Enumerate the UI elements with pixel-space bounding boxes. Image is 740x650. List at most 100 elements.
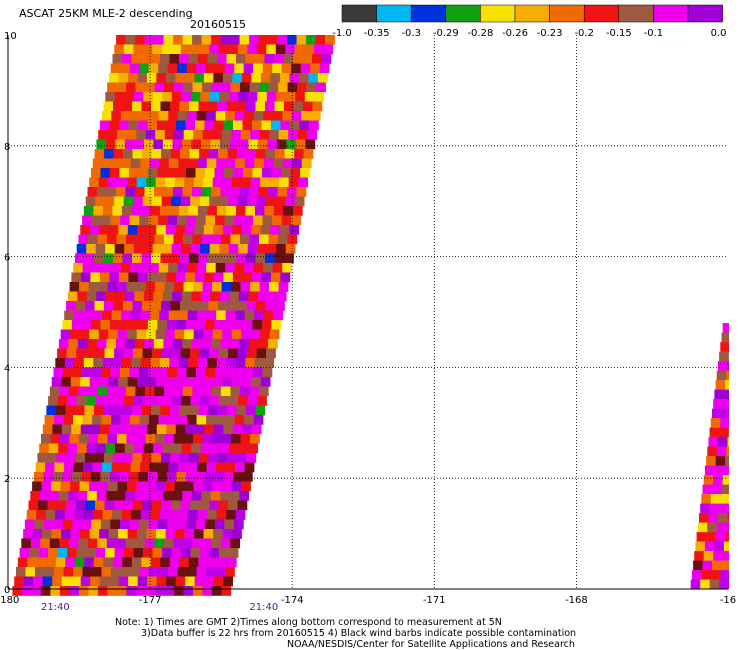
data-cell bbox=[233, 168, 244, 178]
data-cell bbox=[62, 472, 73, 482]
data-cell bbox=[129, 519, 140, 530]
data-cell bbox=[274, 54, 284, 64]
data-cell bbox=[195, 320, 206, 330]
data-cell bbox=[140, 206, 151, 216]
data-cell bbox=[194, 225, 205, 235]
data-cell bbox=[122, 557, 133, 568]
data-cell bbox=[141, 557, 152, 568]
data-cell bbox=[28, 500, 39, 511]
data-cell bbox=[161, 196, 172, 207]
data-cell bbox=[217, 253, 228, 264]
data-cell bbox=[184, 73, 195, 83]
data-cell bbox=[114, 196, 124, 207]
data-cell bbox=[721, 484, 732, 495]
data-cell bbox=[147, 576, 157, 587]
data-cell bbox=[261, 120, 272, 131]
data-cell bbox=[242, 120, 253, 131]
data-cell bbox=[175, 272, 186, 283]
data-cell bbox=[134, 491, 145, 501]
data-cell bbox=[110, 367, 121, 378]
data-cell bbox=[158, 415, 169, 425]
data-cell bbox=[310, 111, 321, 121]
data-cell bbox=[165, 329, 175, 340]
data-cell bbox=[241, 329, 251, 340]
data-cell bbox=[278, 234, 288, 245]
data-cell bbox=[160, 253, 171, 264]
data-cell bbox=[77, 339, 88, 349]
data-cell bbox=[100, 168, 111, 178]
data-cell bbox=[93, 557, 104, 568]
data-cell bbox=[228, 548, 239, 558]
data-cell bbox=[132, 453, 143, 463]
data-cell bbox=[180, 500, 191, 511]
data-cell bbox=[106, 339, 117, 349]
data-cell bbox=[215, 415, 226, 425]
data-cell bbox=[225, 415, 235, 425]
data-cell bbox=[263, 310, 274, 321]
data-cell bbox=[60, 329, 71, 340]
data-cell bbox=[161, 301, 171, 311]
data-cell bbox=[219, 92, 230, 102]
data-cell bbox=[172, 491, 183, 501]
data-cell bbox=[94, 301, 105, 311]
data-cell bbox=[122, 453, 133, 463]
data-cell bbox=[285, 196, 295, 207]
data-cell bbox=[76, 548, 87, 558]
data-cell bbox=[113, 101, 123, 112]
data-cell bbox=[185, 272, 196, 283]
data-cell bbox=[137, 73, 148, 83]
data-cell bbox=[139, 63, 149, 74]
data-cell bbox=[107, 234, 117, 245]
data-cell bbox=[230, 82, 241, 93]
data-cell bbox=[80, 225, 91, 235]
data-cell bbox=[193, 130, 203, 140]
data-cell bbox=[155, 481, 166, 492]
data-cell bbox=[295, 139, 306, 150]
data-cell bbox=[122, 101, 133, 112]
data-cell bbox=[201, 491, 212, 501]
data-cell bbox=[111, 111, 122, 121]
data-cell bbox=[142, 44, 153, 55]
data-cell bbox=[221, 82, 231, 93]
data-cell bbox=[186, 367, 197, 378]
data-cell bbox=[227, 149, 238, 159]
data-cell bbox=[177, 63, 187, 74]
data-cell bbox=[92, 310, 103, 321]
data-cell bbox=[714, 541, 725, 552]
data-cell bbox=[192, 386, 203, 397]
data-cell bbox=[154, 35, 164, 45]
data-cell bbox=[61, 529, 71, 539]
data-cell bbox=[123, 500, 134, 511]
data-cell bbox=[200, 396, 210, 406]
data-cell bbox=[84, 253, 95, 264]
data-cell bbox=[178, 206, 189, 216]
data-cell bbox=[205, 215, 216, 226]
data-cell bbox=[240, 82, 250, 93]
data-cell bbox=[174, 329, 185, 340]
data-cell bbox=[223, 120, 234, 131]
data-cell bbox=[194, 377, 204, 387]
data-cell bbox=[128, 576, 138, 587]
data-cell bbox=[130, 310, 141, 321]
data-cell bbox=[275, 301, 285, 311]
data-cell bbox=[156, 73, 167, 83]
data-cell bbox=[86, 443, 97, 454]
data-cell bbox=[251, 225, 262, 235]
data-cell bbox=[246, 149, 257, 159]
data-cell bbox=[72, 519, 83, 530]
data-cell bbox=[83, 358, 94, 368]
data-cell bbox=[217, 453, 228, 463]
data-cell bbox=[715, 532, 726, 542]
data-cell bbox=[293, 54, 303, 64]
colorbar-tick-label: -0.29 bbox=[433, 28, 459, 39]
data-cell bbox=[126, 82, 136, 93]
data-cell bbox=[138, 168, 149, 178]
data-cell bbox=[160, 101, 171, 112]
data-cell bbox=[235, 358, 246, 368]
data-cell bbox=[162, 443, 173, 454]
data-cell bbox=[46, 557, 57, 568]
data-cell bbox=[202, 130, 213, 140]
data-cell bbox=[136, 130, 146, 140]
data-cell bbox=[114, 396, 125, 406]
data-cell bbox=[281, 215, 292, 226]
